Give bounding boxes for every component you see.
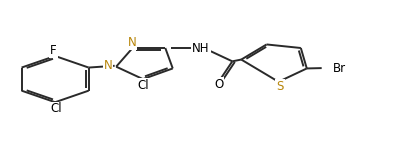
Text: N: N <box>103 59 112 72</box>
Text: Cl: Cl <box>137 79 149 92</box>
Text: O: O <box>214 78 224 91</box>
Text: Cl: Cl <box>51 102 63 116</box>
Text: F: F <box>50 44 57 57</box>
Text: N: N <box>128 36 136 49</box>
Text: Br: Br <box>333 62 346 75</box>
Text: NH: NH <box>192 41 210 55</box>
Text: S: S <box>276 80 284 93</box>
